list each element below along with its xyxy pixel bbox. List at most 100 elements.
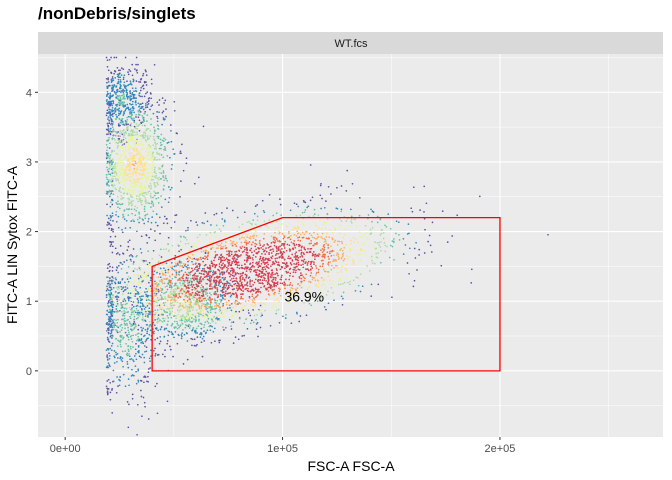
- event-point: [126, 293, 129, 296]
- event-point: [276, 257, 278, 260]
- event-point: [127, 71, 129, 73]
- event-point: [123, 317, 126, 320]
- event-point: [176, 285, 179, 287]
- event-point: [156, 318, 159, 321]
- event-point: [198, 305, 201, 308]
- event-point: [130, 253, 132, 256]
- event-point: [105, 296, 108, 299]
- event-point: [105, 329, 108, 332]
- event-point: [160, 326, 163, 328]
- event-point: [259, 304, 262, 307]
- event-point: [229, 307, 231, 309]
- event-point: [130, 83, 133, 86]
- event-point: [247, 299, 250, 302]
- event-point: [232, 288, 235, 291]
- event-point: [148, 281, 150, 284]
- event-point: [112, 112, 114, 115]
- event-point: [378, 241, 380, 244]
- event-point: [328, 252, 331, 255]
- event-point: [294, 258, 297, 261]
- event-point: [215, 224, 218, 227]
- event-point: [224, 308, 227, 311]
- event-point: [136, 163, 139, 166]
- event-point: [240, 293, 242, 296]
- event-point: [161, 111, 164, 114]
- event-point: [150, 105, 153, 108]
- event-point: [257, 288, 260, 291]
- event-point: [296, 287, 299, 289]
- event-point: [154, 192, 157, 195]
- event-point: [252, 258, 254, 261]
- event-point: [245, 266, 248, 268]
- event-point: [186, 358, 189, 361]
- event-point: [320, 296, 323, 299]
- event-point: [156, 135, 159, 138]
- event-point: [111, 335, 114, 338]
- event-point: [380, 232, 383, 235]
- event-point: [290, 263, 293, 266]
- event-point: [161, 165, 163, 168]
- event-point: [115, 172, 118, 174]
- event-point: [246, 327, 249, 330]
- event-point: [113, 301, 115, 304]
- event-point: [136, 313, 139, 316]
- event-point: [263, 244, 265, 246]
- event-point: [129, 345, 132, 348]
- event-point: [130, 183, 133, 185]
- event-point: [113, 112, 116, 115]
- event-point: [218, 341, 221, 344]
- event-point: [145, 296, 148, 299]
- event-point: [408, 247, 411, 250]
- event-point: [278, 240, 281, 243]
- event-point: [393, 240, 395, 243]
- event-point: [128, 239, 131, 242]
- event-point: [379, 261, 382, 264]
- event-point: [215, 292, 217, 295]
- event-point: [138, 281, 140, 283]
- event-point: [129, 115, 131, 118]
- event-point: [178, 314, 181, 317]
- event-point: [205, 308, 208, 311]
- event-point: [308, 296, 310, 298]
- event-point: [175, 294, 178, 297]
- event-point: [295, 203, 298, 206]
- event-point: [389, 227, 392, 230]
- event-point: [299, 315, 302, 317]
- event-point: [119, 325, 122, 327]
- event-point: [116, 288, 119, 291]
- event-point: [139, 248, 142, 250]
- event-point: [308, 300, 311, 303]
- event-point: [222, 312, 225, 314]
- event-point: [146, 114, 149, 116]
- event-point: [155, 197, 158, 200]
- event-point: [307, 293, 310, 296]
- event-point: [115, 201, 118, 204]
- event-point: [122, 136, 125, 139]
- event-point: [231, 209, 234, 212]
- event-point: [118, 110, 120, 112]
- event-point: [181, 314, 184, 317]
- event-point: [155, 143, 157, 146]
- event-point: [174, 269, 177, 272]
- event-point: [333, 226, 336, 229]
- event-point: [118, 135, 121, 138]
- event-point: [142, 173, 145, 175]
- event-point: [131, 304, 134, 306]
- event-point: [302, 263, 304, 266]
- event-point: [295, 288, 297, 291]
- event-point: [121, 350, 124, 353]
- event-point: [174, 214, 177, 217]
- event-point: [107, 170, 110, 173]
- event-point: [295, 311, 298, 314]
- event-point: [158, 158, 161, 161]
- event-point: [132, 261, 135, 263]
- event-point: [147, 368, 150, 370]
- event-point: [121, 203, 123, 206]
- event-point: [156, 412, 159, 415]
- event-point: [131, 103, 134, 106]
- event-point: [123, 97, 125, 100]
- event-point: [168, 196, 171, 199]
- event-point: [368, 270, 371, 272]
- event-point: [199, 256, 202, 259]
- event-point: [107, 276, 109, 279]
